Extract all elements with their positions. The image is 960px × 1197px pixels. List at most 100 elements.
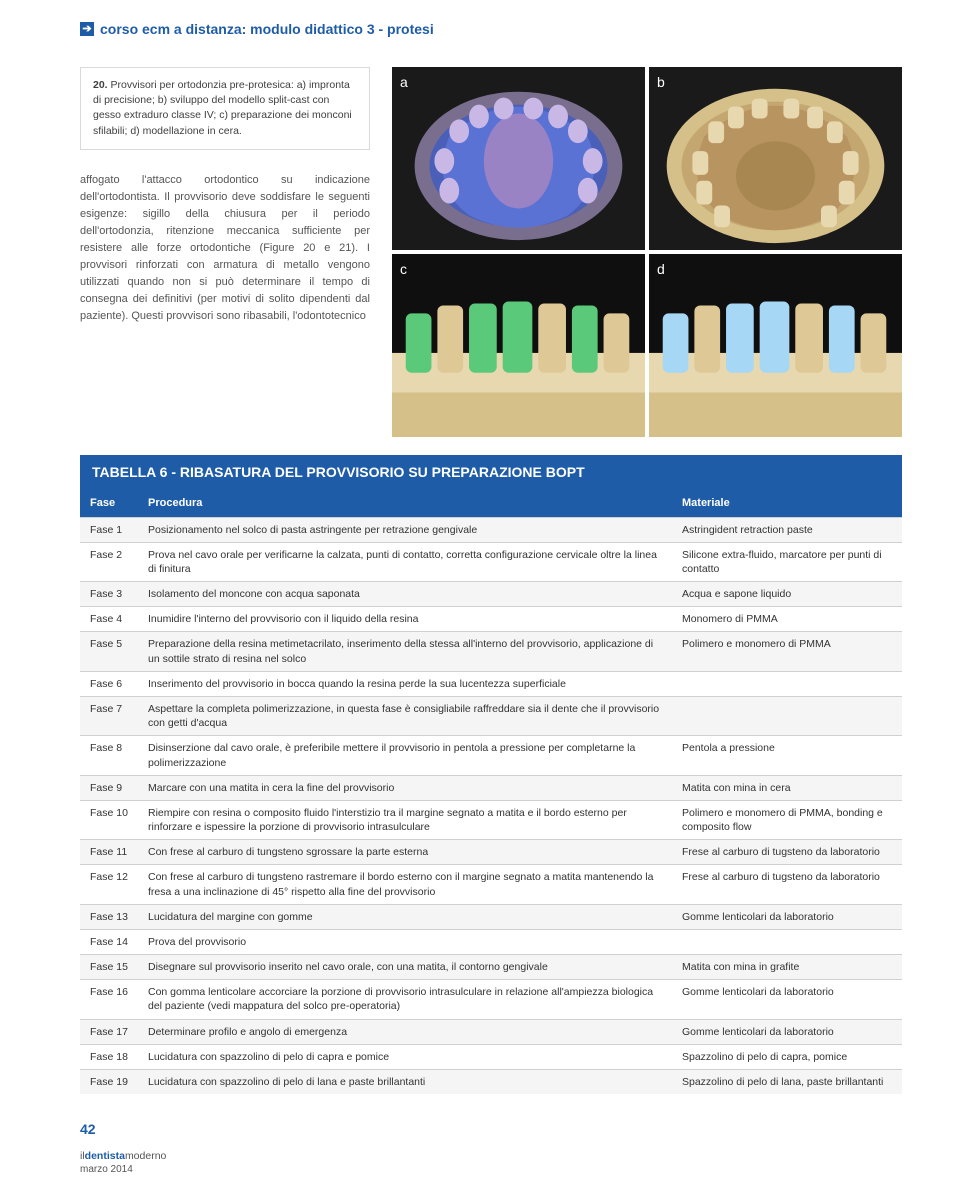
- table-cell: Fase 15: [80, 955, 138, 980]
- table-row: Fase 6Inserimento del provvisorio in boc…: [80, 671, 902, 696]
- table-cell: Monomero di PMMA: [672, 607, 902, 632]
- table-title: TABELLA 6 - RIBASATURA DEL PROVVISORIO S…: [80, 455, 902, 490]
- table-cell: Prova nel cavo orale per verificarne la …: [138, 542, 672, 581]
- table-cell: Frese al carburo di tugsteno da laborato…: [672, 840, 902, 865]
- table-cell: Fase 8: [80, 736, 138, 775]
- table-cell: Marcare con una matita in cera la fine d…: [138, 775, 672, 800]
- table-row: Fase 14Prova del provvisorio: [80, 929, 902, 954]
- table-row: Fase 17Determinare profilo e angolo di e…: [80, 1019, 902, 1044]
- table-cell: Posizionamento nel solco di pasta astrin…: [138, 517, 672, 542]
- table-cell: Spazzolino di pelo di capra, pomice: [672, 1044, 902, 1069]
- table-cell: Fase 11: [80, 840, 138, 865]
- page-footer: 42 ildentistamoderno marzo 2014: [80, 1120, 902, 1177]
- th-fase: Fase: [80, 490, 138, 517]
- table-cell: Con frese al carburo di tungsteno sgross…: [138, 840, 672, 865]
- table-row: Fase 19Lucidatura con spazzolino di pelo…: [80, 1069, 902, 1094]
- table-cell: Prova del provvisorio: [138, 929, 672, 954]
- table-cell: Acqua e sapone liquido: [672, 582, 902, 607]
- table-cell: Fase 4: [80, 607, 138, 632]
- page-number: 42: [80, 1120, 902, 1139]
- issue-date: marzo 2014: [80, 1163, 902, 1177]
- table-row: Fase 10Riempire con resina o composito f…: [80, 800, 902, 839]
- section-header: ➔ corso ecm a distanza: modulo didattico…: [80, 20, 902, 39]
- table-cell: Polimero e monomero di PMMA, bonding e c…: [672, 800, 902, 839]
- journal-brand: ildentistamoderno: [80, 1149, 902, 1163]
- table-cell: Riempire con resina o composito fluido l…: [138, 800, 672, 839]
- table-cell: Fase 3: [80, 582, 138, 607]
- table-row: Fase 4Inumidire l'interno del provvisori…: [80, 607, 902, 632]
- body-paragraph: affogato l'attacco ortodontico su indica…: [80, 172, 370, 325]
- table-cell: Polimero e monomero di PMMA: [672, 632, 902, 671]
- table-row: Fase 1Posizionamento nel solco di pasta …: [80, 517, 902, 542]
- table-cell: Con gomma lenticolare accorciare la porz…: [138, 980, 672, 1019]
- table-cell: [672, 929, 902, 954]
- table-6: TABELLA 6 - RIBASATURA DEL PROVVISORIO S…: [80, 455, 902, 1094]
- table-cell: [672, 697, 902, 736]
- table-cell: Matita con mina in cera: [672, 775, 902, 800]
- table-cell: Con frese al carburo di tungsteno rastre…: [138, 865, 672, 904]
- table-cell: Fase 13: [80, 904, 138, 929]
- figure-d: d: [649, 254, 902, 437]
- table-cell: Aspettare la completa polimerizzazione, …: [138, 697, 672, 736]
- figure-caption: 20. Provvisori per ortodonzia pre-protes…: [80, 67, 370, 150]
- table-cell: Fase 10: [80, 800, 138, 839]
- caption-number: 20.: [93, 79, 108, 91]
- figure-label: d: [657, 260, 665, 279]
- figure-b: b: [649, 67, 902, 250]
- table-cell: Isolamento del moncone con acqua saponat…: [138, 582, 672, 607]
- figure-c: c: [392, 254, 645, 437]
- procedure-table: Fase Procedura Materiale Fase 1Posiziona…: [80, 490, 902, 1094]
- table-cell: Determinare profilo e angolo di emergenz…: [138, 1019, 672, 1044]
- table-cell: Preparazione della resina metimetacrilat…: [138, 632, 672, 671]
- caption-text: Provvisori per ortodonzia pre-protesica:…: [93, 79, 352, 137]
- table-cell: Fase 14: [80, 929, 138, 954]
- table-row: Fase 15Disegnare sul provvisorio inserit…: [80, 955, 902, 980]
- table-cell: Fase 16: [80, 980, 138, 1019]
- th-procedura: Procedura: [138, 490, 672, 517]
- arrow-right-icon: ➔: [80, 22, 94, 36]
- figure-label: b: [657, 73, 665, 92]
- table-row: Fase 5Preparazione della resina metimeta…: [80, 632, 902, 671]
- table-cell: Fase 1: [80, 517, 138, 542]
- table-cell: Frese al carburo di tugsteno da laborato…: [672, 865, 902, 904]
- figure-label: c: [400, 260, 407, 279]
- th-materiale: Materiale: [672, 490, 902, 517]
- figure-label: a: [400, 73, 408, 92]
- table-cell: Fase 19: [80, 1069, 138, 1094]
- table-cell: Astringident retraction paste: [672, 517, 902, 542]
- table-cell: Gomme lenticolari da laboratorio: [672, 1019, 902, 1044]
- table-cell: Spazzolino di pelo di lana, paste brilla…: [672, 1069, 902, 1094]
- table-cell: Fase 17: [80, 1019, 138, 1044]
- table-cell: Gomme lenticolari da laboratorio: [672, 980, 902, 1019]
- table-row: Fase 12Con frese al carburo di tungsteno…: [80, 865, 902, 904]
- table-cell: Fase 7: [80, 697, 138, 736]
- table-row: Fase 2Prova nel cavo orale per verificar…: [80, 542, 902, 581]
- table-cell: Fase 5: [80, 632, 138, 671]
- table-row: Fase 13Lucidatura del margine con gommeG…: [80, 904, 902, 929]
- table-row: Fase 9Marcare con una matita in cera la …: [80, 775, 902, 800]
- table-cell: Matita con mina in grafite: [672, 955, 902, 980]
- table-cell: Gomme lenticolari da laboratorio: [672, 904, 902, 929]
- table-row: Fase 16Con gomma lenticolare accorciare …: [80, 980, 902, 1019]
- table-cell: Fase 2: [80, 542, 138, 581]
- table-cell: Pentola a pressione: [672, 736, 902, 775]
- table-row: Fase 18Lucidatura con spazzolino di pelo…: [80, 1044, 902, 1069]
- table-cell: Lucidatura con spazzolino di pelo di lan…: [138, 1069, 672, 1094]
- section-title: corso ecm a distanza: modulo didattico 3…: [100, 20, 434, 39]
- table-row: Fase 8Disinserzione dal cavo orale, è pr…: [80, 736, 902, 775]
- table-cell: Inumidire l'interno del provvisorio con …: [138, 607, 672, 632]
- figure-a: a: [392, 67, 645, 250]
- table-cell: Fase 6: [80, 671, 138, 696]
- figure-grid: a: [392, 67, 902, 437]
- table-cell: Disegnare sul provvisorio inserito nel c…: [138, 955, 672, 980]
- table-cell: [672, 671, 902, 696]
- table-cell: Inserimento del provvisorio in bocca qua…: [138, 671, 672, 696]
- table-cell: Lucidatura con spazzolino di pelo di cap…: [138, 1044, 672, 1069]
- table-cell: Fase 12: [80, 865, 138, 904]
- table-row: Fase 11Con frese al carburo di tungsteno…: [80, 840, 902, 865]
- table-cell: Fase 18: [80, 1044, 138, 1069]
- table-cell: Disinserzione dal cavo orale, è preferib…: [138, 736, 672, 775]
- table-row: Fase 7Aspettare la completa polimerizzaz…: [80, 697, 902, 736]
- table-cell: Silicone extra-fluido, marcatore per pun…: [672, 542, 902, 581]
- table-cell: Fase 9: [80, 775, 138, 800]
